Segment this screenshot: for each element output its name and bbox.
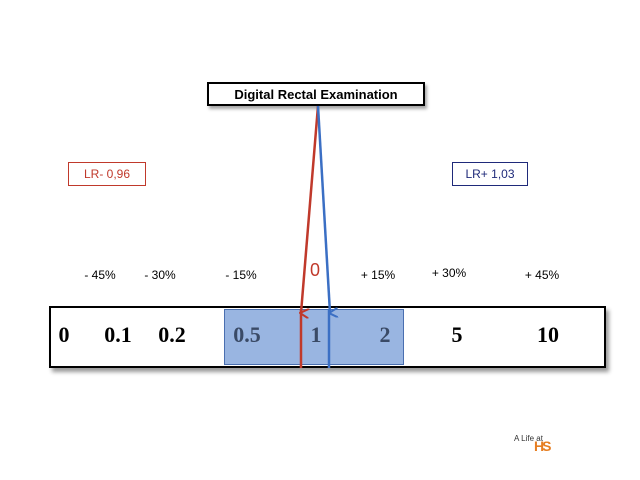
logo-mark: HS	[534, 438, 552, 454]
scale-tick-0-5: 0.5	[233, 322, 261, 347]
percent-label-plus-15: + 15%	[360, 268, 396, 282]
percent-label-minus-15: - 15%	[225, 268, 257, 282]
percent-label-minus-45: - 45%	[84, 268, 116, 282]
percent-label-minus-30: - 30%	[144, 268, 176, 282]
highlight-range	[224, 309, 404, 365]
center-zero-label: 0	[310, 260, 321, 280]
scale-tick-1: 1	[310, 322, 322, 347]
lr-positive-arrow	[316, 105, 330, 313]
diagram-title: Digital Rectal Examination	[207, 82, 425, 106]
percent-label-plus-45: + 45%	[524, 268, 560, 282]
brand-logo: A Life at HS	[514, 434, 574, 460]
scale-tick-2: 2	[379, 322, 391, 347]
scale-tick-0: 0	[58, 322, 70, 347]
scale-tick-10: 10	[537, 322, 559, 347]
percent-label-plus-30: + 30%	[431, 266, 467, 280]
scale-tick-0-2: 0.2	[158, 322, 186, 347]
scale-tick-0-1: 0.1	[104, 322, 132, 347]
scale-tick-5: 5	[451, 322, 463, 347]
lr-negative-arrow	[301, 105, 320, 313]
lr-positive-box: LR+ 1,03	[452, 162, 528, 186]
lr-negative-box: LR- 0,96	[68, 162, 146, 186]
logo-text: A Life at	[514, 434, 543, 443]
